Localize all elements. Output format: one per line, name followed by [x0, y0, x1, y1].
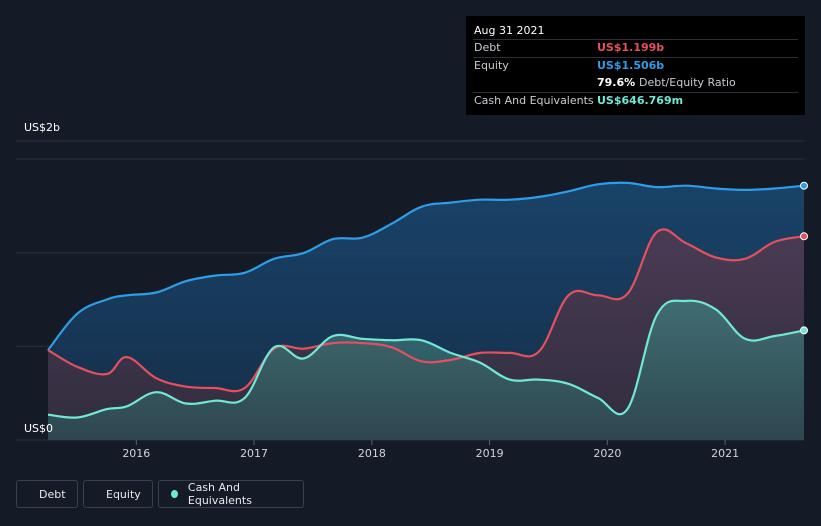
- tooltip-row-cash: Cash And Equivalents US$646.769m: [473, 91, 798, 110]
- cash-and-equivalents-end-point: [800, 326, 808, 335]
- legend-dot-icon: [171, 490, 178, 498]
- legend-label: Cash And Equivalents: [187, 481, 252, 507]
- tooltip-row-ratio: 79.6% Debt/Equity Ratio: [473, 74, 798, 92]
- tooltip-date: Aug 31 2021: [474, 24, 545, 37]
- debt-area: [48, 229, 804, 440]
- cash-and-equivalents-line: [47, 299, 805, 419]
- y-tick-label-top: US$2b: [24, 121, 61, 134]
- debt-line: [47, 228, 805, 393]
- x-tick-label: 2019: [476, 447, 504, 460]
- equity-line: [47, 181, 805, 351]
- tooltip-row-debt: Debt US$1.199b: [473, 39, 798, 57]
- tooltip-label: [473, 75, 597, 92]
- cash-and-equivalents-area: [48, 300, 804, 440]
- debt-end-point: [800, 232, 808, 241]
- ratio-suffix: Debt/Equity Ratio: [639, 76, 736, 89]
- series-lines: [47, 181, 805, 419]
- tooltip-value: 79.6% Debt/Equity Ratio: [597, 75, 736, 92]
- tooltip-value: US$646.769m: [597, 93, 684, 107]
- tooltip-value: US$1.506b: [597, 58, 665, 72]
- x-tick-label: 2021: [711, 447, 739, 460]
- tooltip-label: Debt: [474, 41, 501, 54]
- x-tick-label: 2018: [358, 447, 386, 460]
- ratio-value: 79.6%: [597, 76, 636, 89]
- legend-item-debt[interactable]: Debt: [16, 480, 78, 508]
- tooltip-label: Cash And Equivalents: [474, 93, 594, 107]
- equity-end-point: [800, 181, 808, 190]
- tooltip-label: Equity: [474, 58, 509, 72]
- x-axis-ticks: 2016 2017 2018 2019 2020 2021: [122, 440, 739, 460]
- tooltip-value: US$1.199b: [597, 41, 665, 54]
- series-end-markers: [800, 181, 808, 335]
- series-areas: [48, 182, 804, 441]
- legend-label: Debt: [39, 487, 66, 501]
- tooltip-panel: Aug 31 2021 Debt US$1.199b Equity US$1.5…: [466, 16, 805, 115]
- x-tick-label: 2017: [240, 447, 268, 460]
- x-tick-label: 2016: [122, 447, 150, 460]
- tooltip-row-equity: Equity US$1.506b: [473, 56, 798, 75]
- x-tick-label: 2020: [593, 447, 621, 460]
- legend-item-equity[interactable]: Equity: [83, 480, 153, 508]
- y-tick-label-bottom: US$0: [24, 422, 54, 435]
- legend-item-cash[interactable]: Cash And Equivalents: [158, 480, 304, 508]
- legend-label: Equity: [106, 487, 141, 501]
